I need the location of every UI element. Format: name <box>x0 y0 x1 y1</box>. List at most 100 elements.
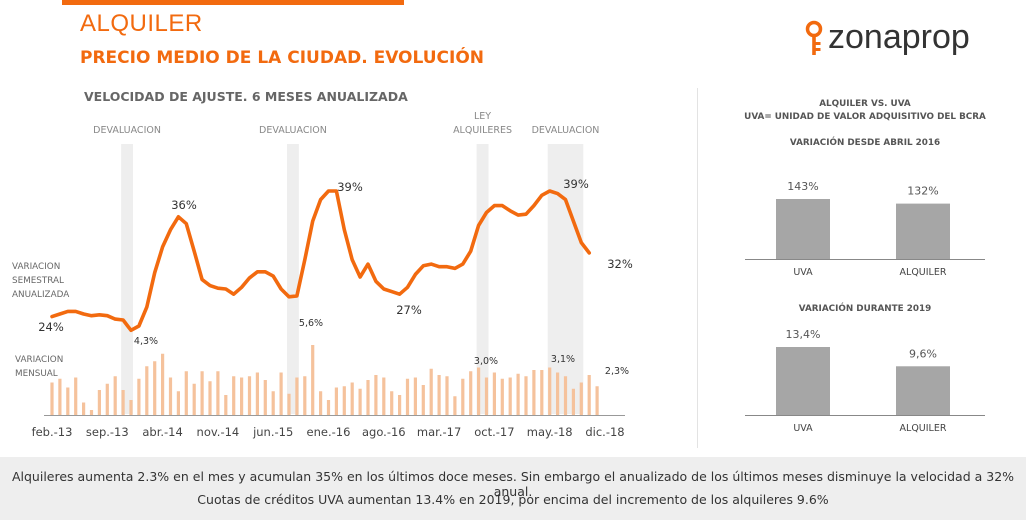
band-label-2-b: ALQUILERES <box>453 125 512 136</box>
band-label-0: DEVALUACION <box>93 125 161 136</box>
monthly-bar <box>382 377 386 415</box>
monthly-bar <box>137 378 141 415</box>
monthly-bar <box>421 385 425 415</box>
monthly-bar <box>492 372 496 415</box>
monthly-bar <box>247 376 252 415</box>
monthly-bar <box>469 371 473 415</box>
main-line-chart: VELOCIDAD DE AJUSTE. 6 MESES ANUALIZADA D… <box>12 89 633 439</box>
series-label-semestral: VARIACION <box>12 262 60 272</box>
monthly-bar <box>326 400 331 415</box>
monthly-bar <box>240 377 244 415</box>
monthly-bar <box>295 377 299 415</box>
monthly-bar <box>153 361 157 415</box>
bar-category-label: ALQUILER <box>900 423 947 434</box>
monthly-bar <box>484 377 489 415</box>
bar-category-label: UVA <box>793 267 813 278</box>
data-label: 24% <box>38 320 64 334</box>
monthly-bar <box>263 380 267 415</box>
monthly-bar <box>184 371 188 415</box>
footer-summary: Alquileres aumenta 2.3% en el mes y acum… <box>0 457 1026 520</box>
monthly-bar <box>374 375 378 415</box>
monthly-bar <box>58 378 62 415</box>
monthly-bar <box>405 378 410 415</box>
series-label-mensual: VARIACION <box>15 355 63 365</box>
monthly-bar <box>97 390 101 415</box>
x-tick-label: sep.-13 <box>86 425 129 439</box>
bar-chart-title: VARIACIÓN DURANTE 2019 <box>799 302 931 314</box>
monthly-bar <box>176 391 180 415</box>
bar-alquiler <box>896 203 950 259</box>
panel-subheading: UVA= UNIDAD DE VALOR ADQUISITIVO DEL BCR… <box>744 112 986 122</box>
monthly-bar <box>563 376 568 415</box>
monthly-bar <box>145 366 149 415</box>
monthly-bar <box>232 376 236 415</box>
monthly-bar <box>390 391 394 415</box>
monthly-bar <box>89 410 94 415</box>
monthly-bar <box>508 377 512 415</box>
series-label-semestral-3: ANUALIZADA <box>12 290 69 300</box>
event-band-1 <box>287 144 299 414</box>
x-tick-label: ago.-16 <box>362 425 406 439</box>
monthly-bar <box>66 387 70 415</box>
monthly-bar <box>540 370 544 415</box>
data-label: 39% <box>563 177 589 191</box>
data-label: 36% <box>171 198 197 212</box>
x-tick-label: mar.-17 <box>417 425 461 439</box>
series-label-mensual-2: MENSUAL <box>15 369 58 379</box>
data-label: 3,0% <box>474 356 498 367</box>
monthly-bar <box>437 375 441 415</box>
bar-chart-title: VARIACIÓN DESDE ABRIL 2016 <box>790 136 940 148</box>
bar-uva <box>776 199 830 259</box>
monthly-bar <box>208 381 212 415</box>
x-tick-label: ene.-16 <box>307 425 351 439</box>
monthly-bar <box>224 395 228 415</box>
monthly-bar <box>445 376 449 415</box>
monthly-bar <box>453 396 457 415</box>
monthly-bar <box>105 383 109 415</box>
monthly-bar <box>358 388 362 415</box>
series-line-semestral <box>50 189 592 333</box>
monthly-bar <box>121 390 125 415</box>
chart-title: VELOCIDAD DE AJUSTE. 6 MESES ANUALIZADA <box>84 89 408 104</box>
monthly-bar <box>556 372 560 415</box>
monthly-bar <box>129 400 133 415</box>
band-label-1: DEVALUACION <box>259 125 327 136</box>
monthly-bar <box>255 372 259 415</box>
monthly-bar <box>342 386 346 415</box>
series-label-semestral-2: SEMESTRAL <box>12 276 64 286</box>
monthly-bar <box>287 393 291 415</box>
x-tick-label: feb.-13 <box>32 425 73 439</box>
bar-value-label: 9,6% <box>909 347 937 360</box>
monthly-bar <box>429 368 433 415</box>
monthly-bar <box>311 345 315 415</box>
data-label: 39% <box>337 180 363 194</box>
logo-text: zonaprop <box>828 18 970 56</box>
monthly-bar <box>366 380 370 415</box>
monthly-bar <box>82 402 86 415</box>
monthly-bar <box>461 378 465 415</box>
monthly-bar <box>571 388 575 415</box>
page-subtitle: PRECIO MEDIO DE LA CIUDAD. EVOLUCIÓN <box>80 48 485 68</box>
x-tick-label: nov.-14 <box>197 425 240 439</box>
bar-category-label: UVA <box>793 423 813 434</box>
footer-line-1: Alquileres aumenta 2.3% en el mes y acum… <box>11 469 1015 499</box>
monthly-bar <box>168 377 173 415</box>
monthly-bar <box>334 387 338 415</box>
band-label-2: LEY <box>474 111 491 122</box>
page-title: ALQUILER <box>80 10 203 37</box>
bar-alquiler <box>896 366 950 415</box>
zonaprop-logo: zonaprop <box>804 14 1004 62</box>
monthly-bar <box>579 382 583 415</box>
monthly-bar <box>50 382 54 415</box>
data-label: 5,6% <box>299 318 323 329</box>
monthly-bar <box>548 367 552 415</box>
key-icon <box>805 20 823 55</box>
monthly-bar <box>516 373 520 415</box>
monthly-bar <box>271 391 275 415</box>
footer-line-2: Cuotas de créditos UVA aumentan 13.4% en… <box>197 492 829 507</box>
data-label: 4,3% <box>134 336 158 347</box>
monthly-bar <box>200 371 204 415</box>
monthly-bar <box>595 386 599 415</box>
x-tick-label: jun.-15 <box>252 425 293 439</box>
top-accent-bar <box>62 0 404 5</box>
